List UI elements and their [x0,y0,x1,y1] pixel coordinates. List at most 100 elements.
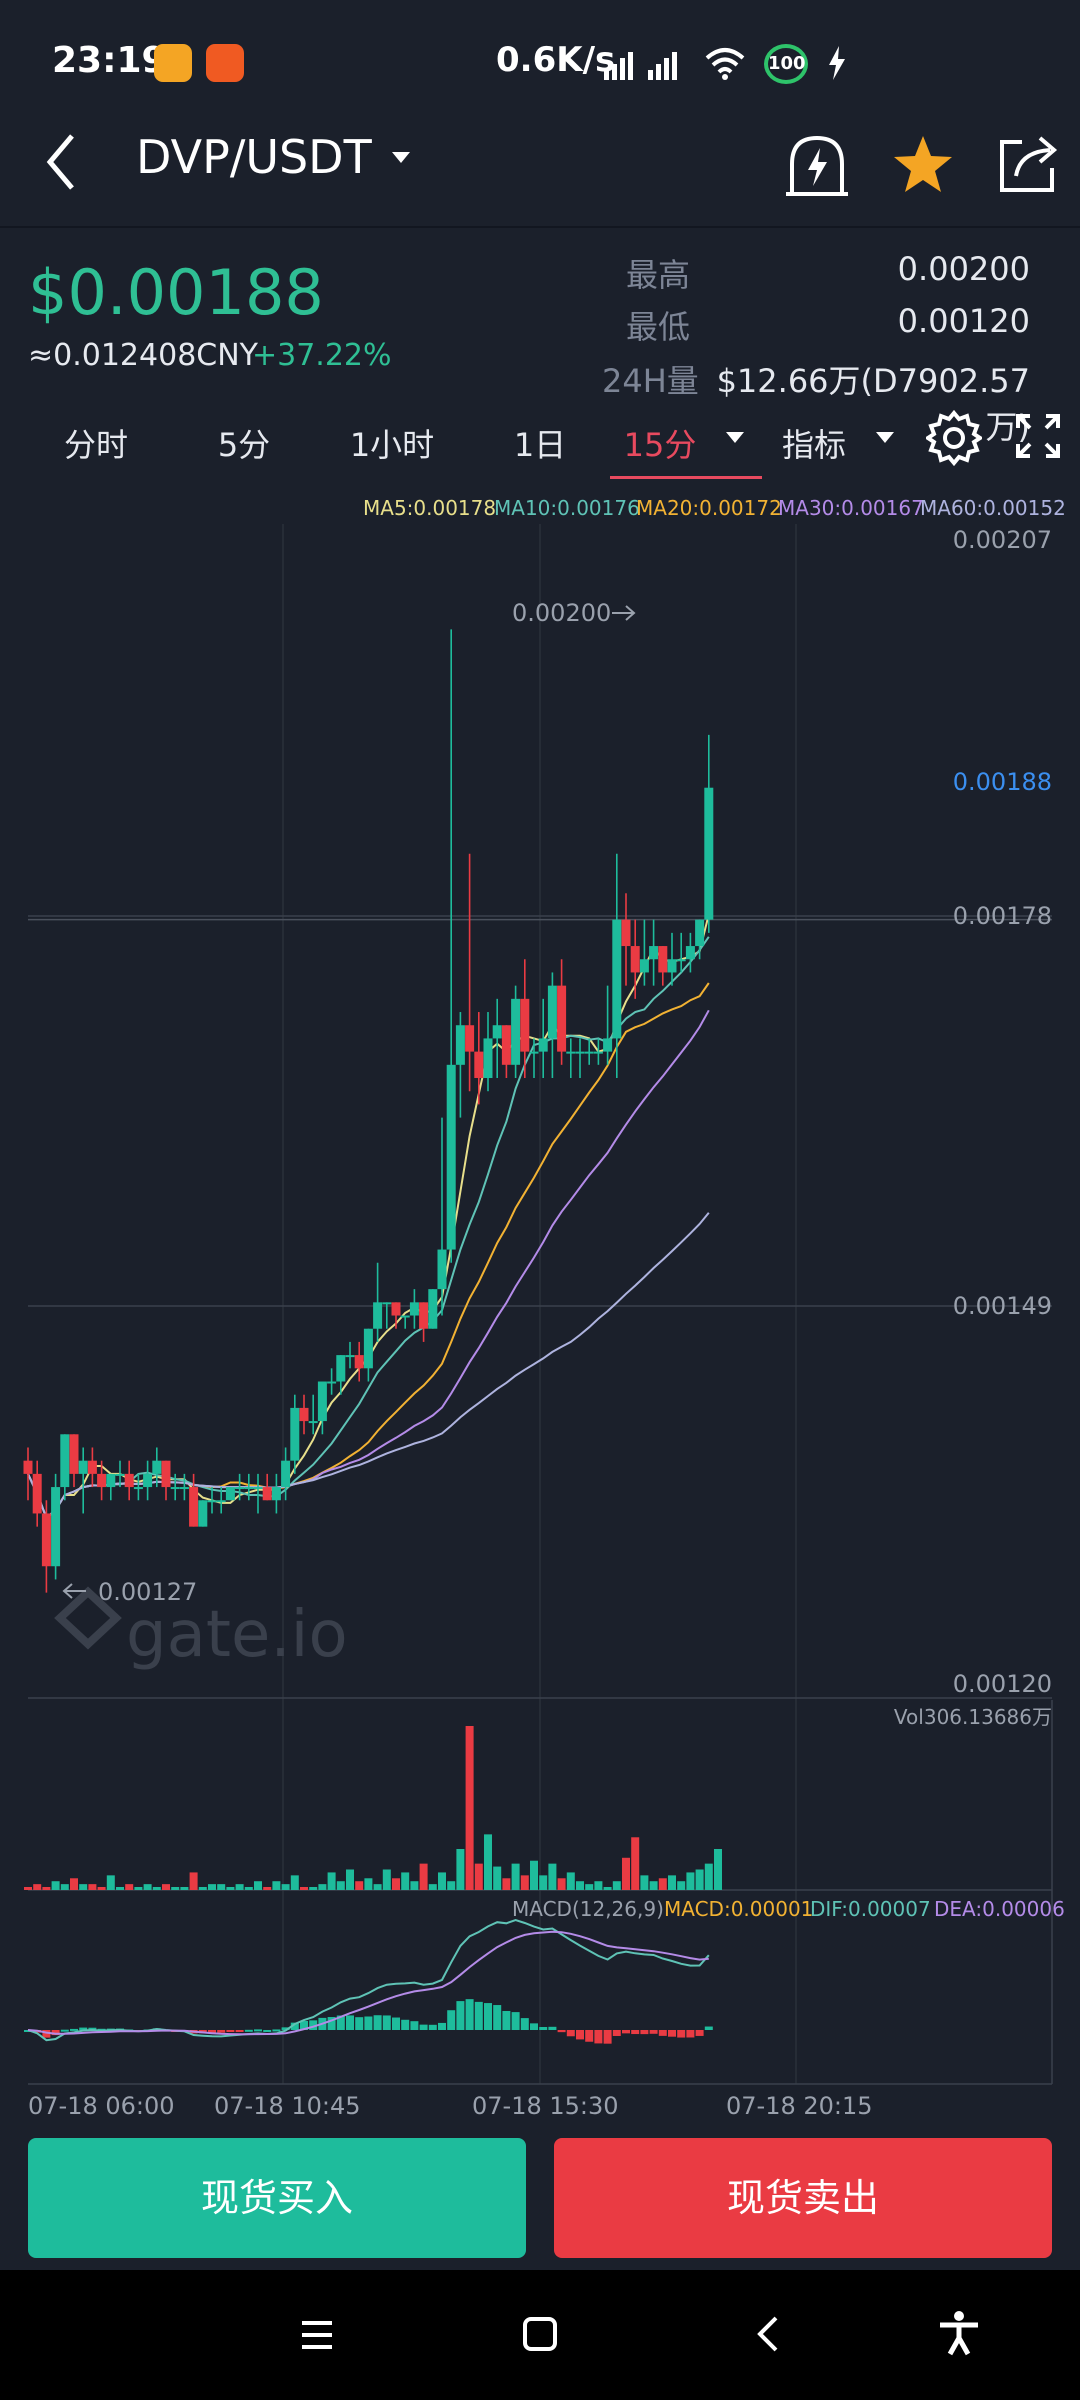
candle-body [538,1038,548,1052]
volume-bar [244,1887,253,1890]
battery-indicator: 100 [764,44,808,84]
menu-icon[interactable] [300,2320,334,2350]
back-icon[interactable] [40,130,84,194]
candle-body [566,1051,576,1054]
spot-sell-button[interactable]: 现货卖出 [554,2138,1052,2258]
macd-bar [263,2029,272,2032]
candle-body [501,1025,511,1065]
volume-bar [125,1884,134,1890]
macd-bar [594,2030,603,2044]
interval-dropdown-icon[interactable] [724,430,746,446]
macd-bar [272,2029,281,2032]
candle-body [299,1407,309,1422]
candle-body [152,1460,162,1474]
macd-bar [686,2030,695,2038]
volume-bar [336,1881,345,1890]
candle-body [373,1302,383,1329]
candle-body [87,1460,97,1474]
macd-panel [24,1918,713,2044]
volume-bar [677,1881,686,1890]
macd-bar [88,2027,97,2030]
fullscreen-icon[interactable] [1016,414,1060,458]
svg-text:DIF:0.00007: DIF:0.00007 [810,1897,931,1921]
price-change: +37.22% [252,338,392,373]
candle-body [97,1473,107,1488]
ma10-line [27,936,710,1520]
volume-bar [603,1887,612,1890]
volume-bar [594,1881,603,1890]
volume-bar [465,1726,474,1890]
macd-bar [346,2015,354,2030]
accessibility-icon[interactable] [938,2310,980,2356]
volume-bar [382,1869,391,1890]
candle-body [253,1487,263,1490]
candle-body [511,998,521,1065]
candle-body [143,1473,153,1488]
volume-bar [208,1884,216,1890]
svg-text:07-18 06:00: 07-18 06:00 [28,2092,175,2120]
settings-gear-icon[interactable] [926,410,982,466]
macd-bar [290,2022,299,2030]
macd-bar [355,2017,364,2030]
volume-bar [42,1887,51,1890]
tab-15min[interactable]: 15分 [623,426,697,464]
candle-body [179,1487,189,1490]
candle-body [32,1473,42,1514]
candle-body [308,1421,318,1424]
indicator-dropdown-icon[interactable] [874,430,896,446]
volume-bar [309,1887,318,1890]
tab-indicators[interactable]: 指标 [781,426,846,464]
volume-bar [97,1887,106,1890]
home-icon[interactable] [522,2316,558,2352]
volume-bar [484,1834,492,1890]
macd-bar [631,2030,640,2035]
volume-bar [474,1863,483,1890]
price-alert-icon[interactable] [782,128,852,208]
volume-bar [355,1881,364,1890]
candle-body [529,1051,539,1054]
volume-bar [281,1884,290,1890]
spot-buy-button[interactable]: 现货买入 [28,2138,526,2258]
share-icon[interactable] [996,130,1060,196]
candle-body [216,1500,226,1503]
volume-bar [180,1887,189,1890]
time-axis: 07-18 06:00 07-18 10:45 07-18 15:30 07-1… [28,2092,873,2120]
candle-body [474,1051,484,1079]
macd-bar [392,2017,400,2030]
macd-bar [493,2005,502,2030]
system-nav-bar [0,2270,1080,2400]
candle-body [547,985,557,1039]
candle-body [327,1381,337,1384]
low-value: 0.00120 [897,302,1030,340]
candle-body [575,1051,585,1054]
candle-body [78,1460,88,1474]
volume-label: Vol306.13686万 [894,1705,1052,1729]
chevron-down-icon[interactable] [390,150,412,166]
macd-bar [235,2030,244,2032]
high-value: 0.00200 [897,250,1030,288]
candlestick-chart[interactable]: gate.io 0.00207 0.00178 0.00149 0.00120 … [0,490,1080,2120]
nav-back-icon[interactable] [756,2314,780,2354]
volume-bar [88,1884,97,1890]
status-bar: 23:19 0.6K/s 100 [0,0,1080,120]
active-tab-underline [610,476,762,479]
volume-bar [217,1884,226,1890]
svg-text:0.00200: 0.00200 [512,599,611,627]
volume-bar [502,1878,511,1890]
candle-body [198,1500,208,1527]
candle-body [354,1355,364,1369]
tab-timeline[interactable]: 分时 [63,426,128,464]
volume-bar [585,1884,594,1890]
volume-bar [162,1884,170,1890]
macd-bar [649,2030,658,2034]
ma20-label: MA20:0.00172 [636,496,782,520]
tab-1day[interactable]: 1日 [513,426,567,464]
tab-1hour[interactable]: 1小时 [349,426,435,464]
ma5-line [27,914,710,1520]
candle-body [317,1381,327,1422]
favorite-star-icon[interactable] [892,134,954,194]
candle-body [271,1487,281,1501]
tab-5min[interactable]: 5分 [217,426,271,464]
macd-bar [438,2022,446,2030]
svg-text:gate.io: gate.io [126,1598,348,1672]
